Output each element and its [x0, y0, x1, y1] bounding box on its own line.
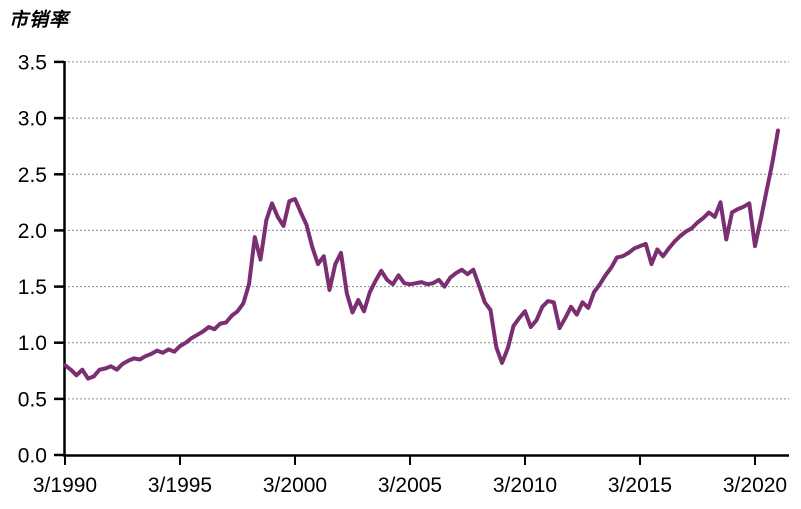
- y-axis-label: 0.0: [18, 445, 47, 468]
- x-axis-label: 3/2010: [493, 474, 557, 497]
- x-axis-label: 3/2015: [608, 474, 672, 497]
- y-axis-label: 1.5: [18, 276, 47, 299]
- x-axis-label: 3/1990: [33, 474, 97, 497]
- y-axis-label: 1.0: [18, 332, 47, 355]
- x-axis-label: 3/2000: [263, 474, 327, 497]
- x-axis-label: 3/2020: [723, 474, 787, 497]
- chart-line-series: [63, 128, 780, 381]
- y-axis-label: 2.0: [18, 220, 47, 243]
- y-axis-label: 3.0: [18, 108, 47, 131]
- y-axis-label: 2.5: [18, 164, 47, 187]
- chart-title: 市销率: [9, 10, 70, 31]
- y-axis-label: 0.5: [18, 388, 47, 411]
- x-axis-label: 3/2005: [378, 474, 442, 497]
- x-axis-label: 3/1995: [148, 474, 212, 497]
- y-axis-label: 3.5: [18, 51, 47, 74]
